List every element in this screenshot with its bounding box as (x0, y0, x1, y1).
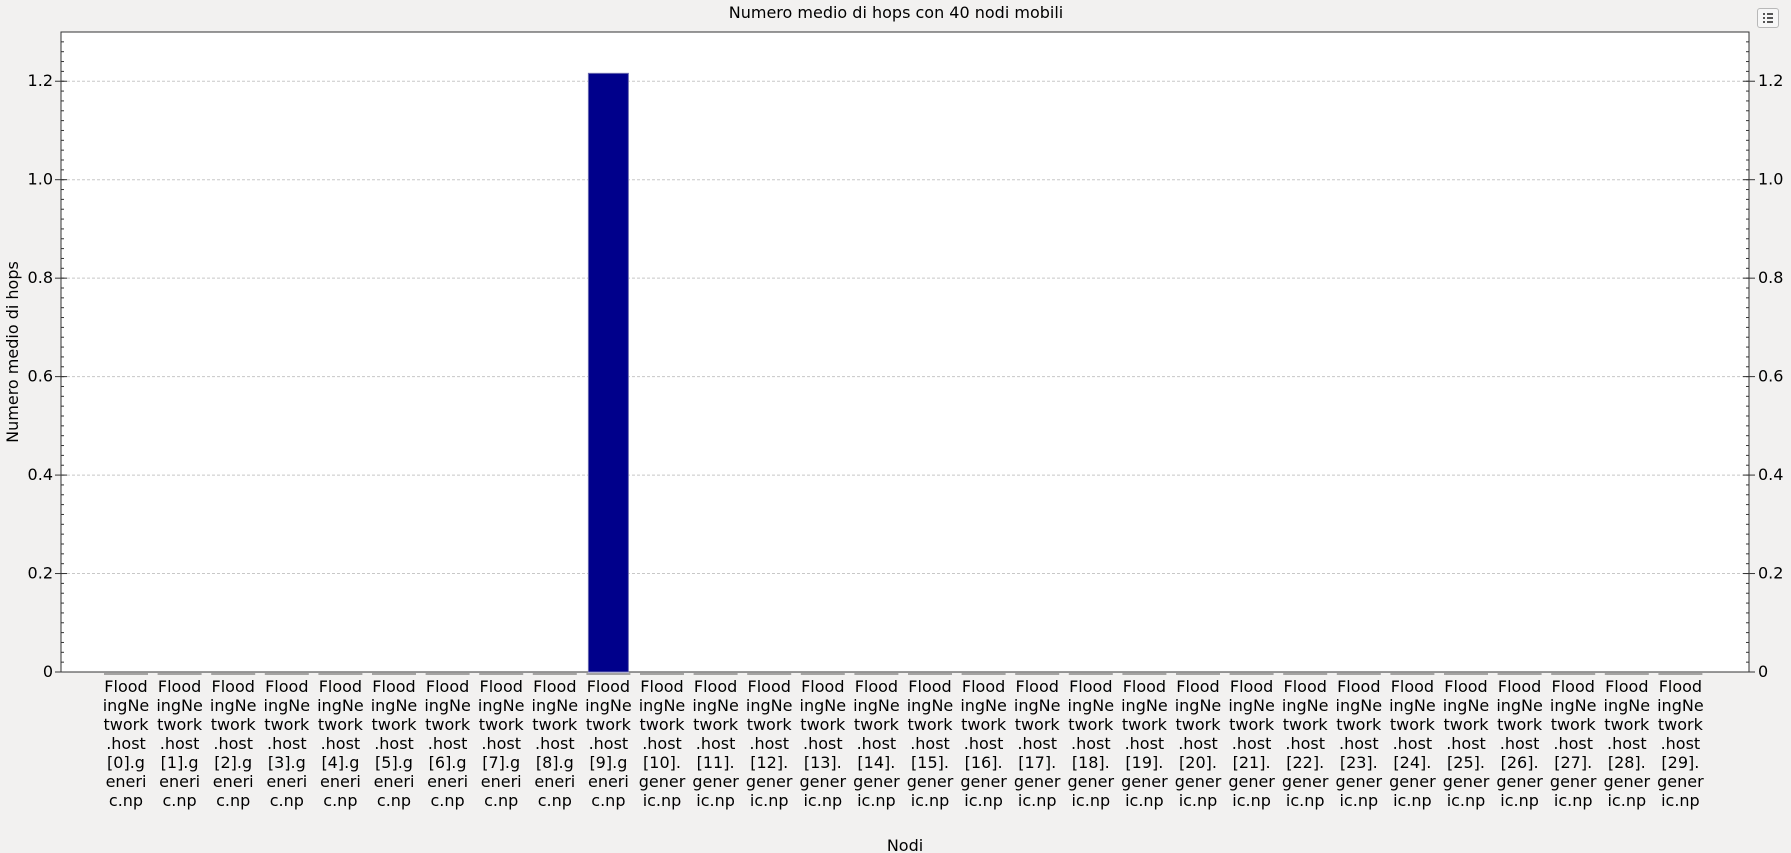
x-tick-label: Flood ingNe twork .host [13]. gener ic.np (800, 677, 847, 810)
x-tick-label: Flood ingNe twork .host [18]. gener ic.np (1068, 677, 1115, 810)
x-tick-label: Flood ingNe twork .host [2].g eneri c.np (210, 677, 257, 810)
x-tick-label: Flood ingNe twork .host [21]. gener ic.np (1228, 677, 1275, 810)
y-tick-label: 0.2 (28, 564, 53, 583)
x-tick-label: Flood ingNe twork .host [8].g eneri c.np (532, 677, 579, 810)
list-menu-icon (1763, 13, 1773, 23)
y-tick-label: 1.0 (28, 170, 53, 189)
y-tick-label-right: 0 (1758, 662, 1768, 681)
y-tick-label: 0 (43, 662, 53, 681)
x-tick-label: Flood ingNe twork .host [25]. gener ic.np (1443, 677, 1490, 810)
x-tick-label: Flood ingNe twork .host [4].g eneri c.np (317, 677, 364, 810)
x-tick-label: Flood ingNe twork .host [24]. gener ic.np (1389, 677, 1436, 810)
x-tick-label: Flood ingNe twork .host [9].g eneri c.np (585, 677, 632, 810)
y-axis-left: 0 0.2 0.4 0.6 0.8 1.0 1.2 (28, 31, 67, 681)
bars (104, 72, 1703, 675)
x-tick-label: Flood ingNe twork .host [7].g eneri c.np (478, 677, 525, 810)
x-tick-label: Flood ingNe twork .host [6].g eneri c.np (424, 677, 471, 810)
y-tick-label-right: 0.6 (1758, 367, 1783, 386)
x-tick-label: Flood ingNe twork .host [10]. gener ic.np (639, 677, 686, 810)
x-tick-label: Flood ingNe twork .host [26]. gener ic.np (1496, 677, 1543, 810)
x-tick-label: Flood ingNe twork .host [0].g eneri c.np (103, 677, 150, 810)
x-tick-label: Flood ingNe twork .host [23]. gener ic.np (1336, 677, 1383, 810)
x-tick-label: Flood ingNe twork .host [19]. gener ic.np (1121, 677, 1168, 810)
y-tick-label-right: 0.4 (1758, 465, 1783, 484)
x-tick-label: Flood ingNe twork .host [11]. gener ic.np (692, 677, 739, 810)
x-tick-label: Flood ingNe twork .host [15]. gener ic.np (907, 677, 954, 810)
chart-menu-button[interactable] (1757, 8, 1779, 28)
grid-lines (62, 80, 1748, 575)
y-tick-label-right: 0.8 (1758, 268, 1783, 287)
x-tick-label: Flood ingNe twork .host [5].g eneri c.np (371, 677, 418, 810)
x-tick-label: Flood ingNe twork .host [28]. gener ic.np (1604, 677, 1651, 810)
bar (587, 72, 629, 673)
y-tick-label: 0.8 (28, 268, 53, 287)
y-tick-label: 1.2 (28, 71, 53, 90)
x-tick-label: Flood ingNe twork .host [16]. gener ic.np (960, 677, 1007, 810)
chart-title: Numero medio di hops con 40 nodi mobili (729, 3, 1063, 22)
x-tick-label: Flood ingNe twork .host [12]. gener ic.np (746, 677, 793, 810)
y-tick-label-right: 1.2 (1758, 71, 1783, 90)
plot-area (60, 31, 1750, 673)
y-tick-label: 0.6 (28, 367, 53, 386)
y-tick-label-right: 0.2 (1758, 564, 1783, 583)
x-tick-label: Flood ingNe twork .host [22]. gener ic.np (1282, 677, 1329, 810)
x-tick-label: Flood ingNe twork .host [3].g eneri c.np (264, 677, 311, 810)
x-tick-label: Flood ingNe twork .host [29]. gener ic.np (1657, 677, 1704, 810)
x-tick-label: Flood ingNe twork .host [27]. gener ic.np (1550, 677, 1597, 810)
y-tick-label-right: 1.0 (1758, 170, 1783, 189)
x-tick-label: Flood ingNe twork .host [17]. gener ic.np (1014, 677, 1061, 810)
x-axis-label: Nodi (887, 836, 923, 853)
x-tick-label: Flood ingNe twork .host [14]. gener ic.np (853, 677, 900, 810)
x-tick-label: Flood ingNe twork .host [20]. gener ic.np (1175, 677, 1222, 810)
y-tick-label: 0.4 (28, 465, 53, 484)
x-tick-label: Flood ingNe twork .host [1].g eneri c.np (156, 677, 203, 810)
y-axis-label: Numero medio di hops (3, 261, 22, 443)
y-axis-right: 0 0.2 0.4 0.6 0.8 1.0 1.2 (1743, 31, 1783, 681)
